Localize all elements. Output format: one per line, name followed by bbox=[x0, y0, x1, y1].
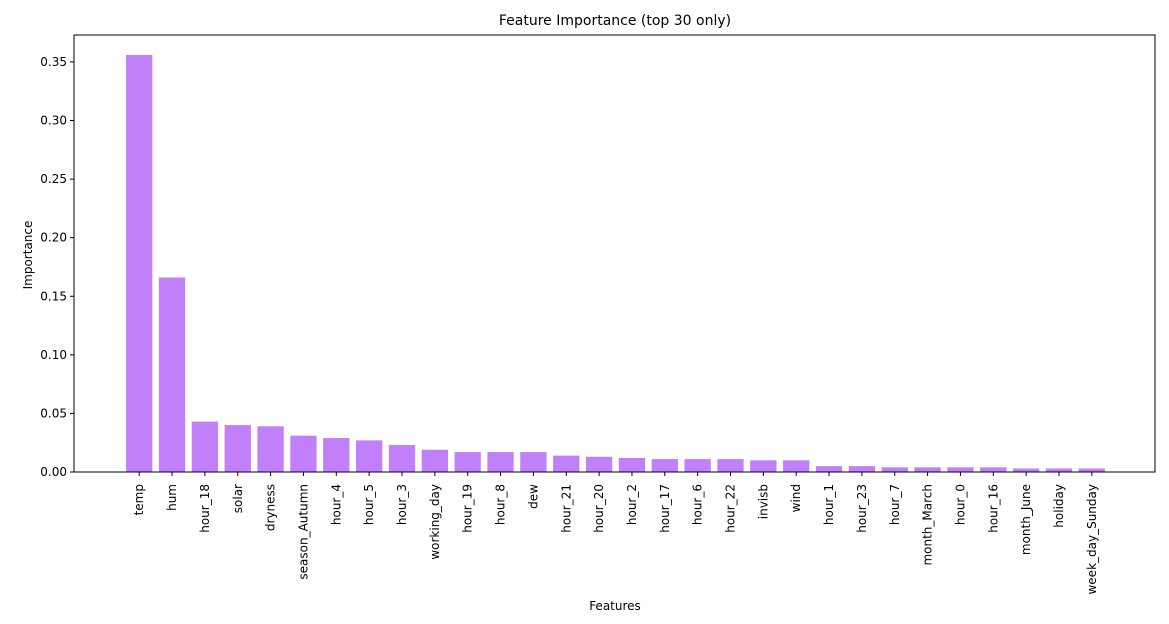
bar-holiday bbox=[1045, 468, 1073, 472]
bar-hour_19 bbox=[454, 452, 481, 472]
x-tick-label: hour_5 bbox=[362, 484, 376, 525]
bar-hour_5 bbox=[356, 440, 383, 472]
x-tick-label: wind bbox=[789, 484, 803, 512]
x-tick-label: hour_4 bbox=[329, 484, 343, 525]
y-tick-label: 0.10 bbox=[40, 348, 67, 362]
x-tick-label: hour_21 bbox=[559, 484, 573, 533]
x-tick-label: temp bbox=[132, 484, 146, 515]
bar-hour_18 bbox=[191, 421, 219, 472]
plot-frame bbox=[73, 34, 1156, 473]
x-tick-label: month_March bbox=[921, 484, 935, 566]
y-axis: 0.00 0.05 0.10 0.15 0.20 0.25 0.30 0.35 bbox=[40, 55, 74, 479]
bar-hour_21 bbox=[553, 455, 580, 472]
y-tick-label: 0.00 bbox=[40, 465, 67, 479]
bar-dryness bbox=[257, 426, 284, 472]
y-tick-label: 0.20 bbox=[40, 231, 67, 245]
bar-wind bbox=[783, 460, 810, 472]
x-tick-label: week_day_Sunday bbox=[1085, 484, 1099, 595]
x-tick-label: invisb bbox=[756, 484, 770, 519]
bar-working_day bbox=[421, 449, 448, 472]
x-tick-label: holiday bbox=[1052, 484, 1066, 528]
x-axis-title: Features bbox=[589, 599, 641, 613]
x-tick-label: hour_19 bbox=[461, 484, 475, 533]
bar-hour_23 bbox=[848, 466, 876, 472]
bar-hour_2 bbox=[618, 457, 646, 472]
x-tick-label: hour_20 bbox=[592, 484, 606, 533]
bars-group bbox=[126, 54, 1105, 473]
bar-dew bbox=[520, 452, 547, 472]
bar-month_June bbox=[1013, 468, 1040, 472]
x-tick-label: hour_6 bbox=[691, 484, 705, 525]
y-tick-label: 0.30 bbox=[40, 114, 67, 128]
bar-week_day_Sunday bbox=[1078, 468, 1105, 472]
bar-hour_16 bbox=[980, 467, 1007, 472]
x-tick-label: season_Autumn bbox=[296, 484, 310, 580]
x-tick-label: hum bbox=[165, 484, 179, 511]
y-tick-label: 0.15 bbox=[40, 289, 67, 303]
bar-hour_6 bbox=[684, 459, 711, 472]
x-tick-label: hour_23 bbox=[855, 484, 869, 533]
x-tick-label: solar bbox=[231, 484, 245, 513]
bar-hour_0 bbox=[947, 467, 974, 472]
bar-hour_1 bbox=[815, 466, 843, 472]
bar-hour_22 bbox=[717, 459, 744, 472]
x-tick-label: hour_0 bbox=[953, 484, 967, 525]
x-tick-label: working_day bbox=[428, 484, 442, 560]
bar-solar bbox=[224, 425, 251, 472]
bar-season_Autumn bbox=[290, 435, 317, 472]
x-tick-label: dryness bbox=[264, 484, 278, 531]
y-tick-label: 0.35 bbox=[40, 55, 67, 69]
y-tick-label: 0.25 bbox=[40, 172, 67, 186]
x-tick-label: hour_3 bbox=[395, 484, 409, 525]
chart-title: Feature Importance (top 30 only) bbox=[499, 13, 731, 29]
bar-invisb bbox=[750, 460, 777, 472]
bar-hum bbox=[158, 277, 186, 472]
x-tick-label: hour_1 bbox=[822, 484, 836, 525]
bar-hour_17 bbox=[651, 459, 678, 472]
bar-hour_4 bbox=[323, 438, 350, 472]
bar-hour_3 bbox=[388, 445, 416, 472]
bar-hour_7 bbox=[881, 467, 908, 472]
x-axis: temp hum hour_18 solar dryness season_Autumn h… bbox=[132, 472, 1099, 595]
x-tick-label: hour_7 bbox=[888, 484, 902, 525]
bar-temp bbox=[126, 54, 153, 473]
x-tick-label: hour_18 bbox=[198, 484, 212, 533]
bar-hour_8 bbox=[487, 452, 514, 472]
x-tick-label: hour_17 bbox=[658, 484, 672, 533]
x-tick-label: hour_22 bbox=[724, 484, 738, 533]
bar-month_March bbox=[914, 467, 941, 472]
x-tick-label: hour_2 bbox=[625, 484, 639, 525]
y-tick-label: 0.05 bbox=[40, 406, 67, 420]
x-tick-label: hour_8 bbox=[494, 484, 508, 525]
bar-hour_20 bbox=[585, 456, 613, 472]
y-axis-title: Importance bbox=[21, 221, 35, 290]
x-tick-label: month_June bbox=[1019, 484, 1033, 555]
x-tick-label: dew bbox=[526, 484, 540, 509]
x-tick-label: hour_16 bbox=[986, 484, 1000, 533]
